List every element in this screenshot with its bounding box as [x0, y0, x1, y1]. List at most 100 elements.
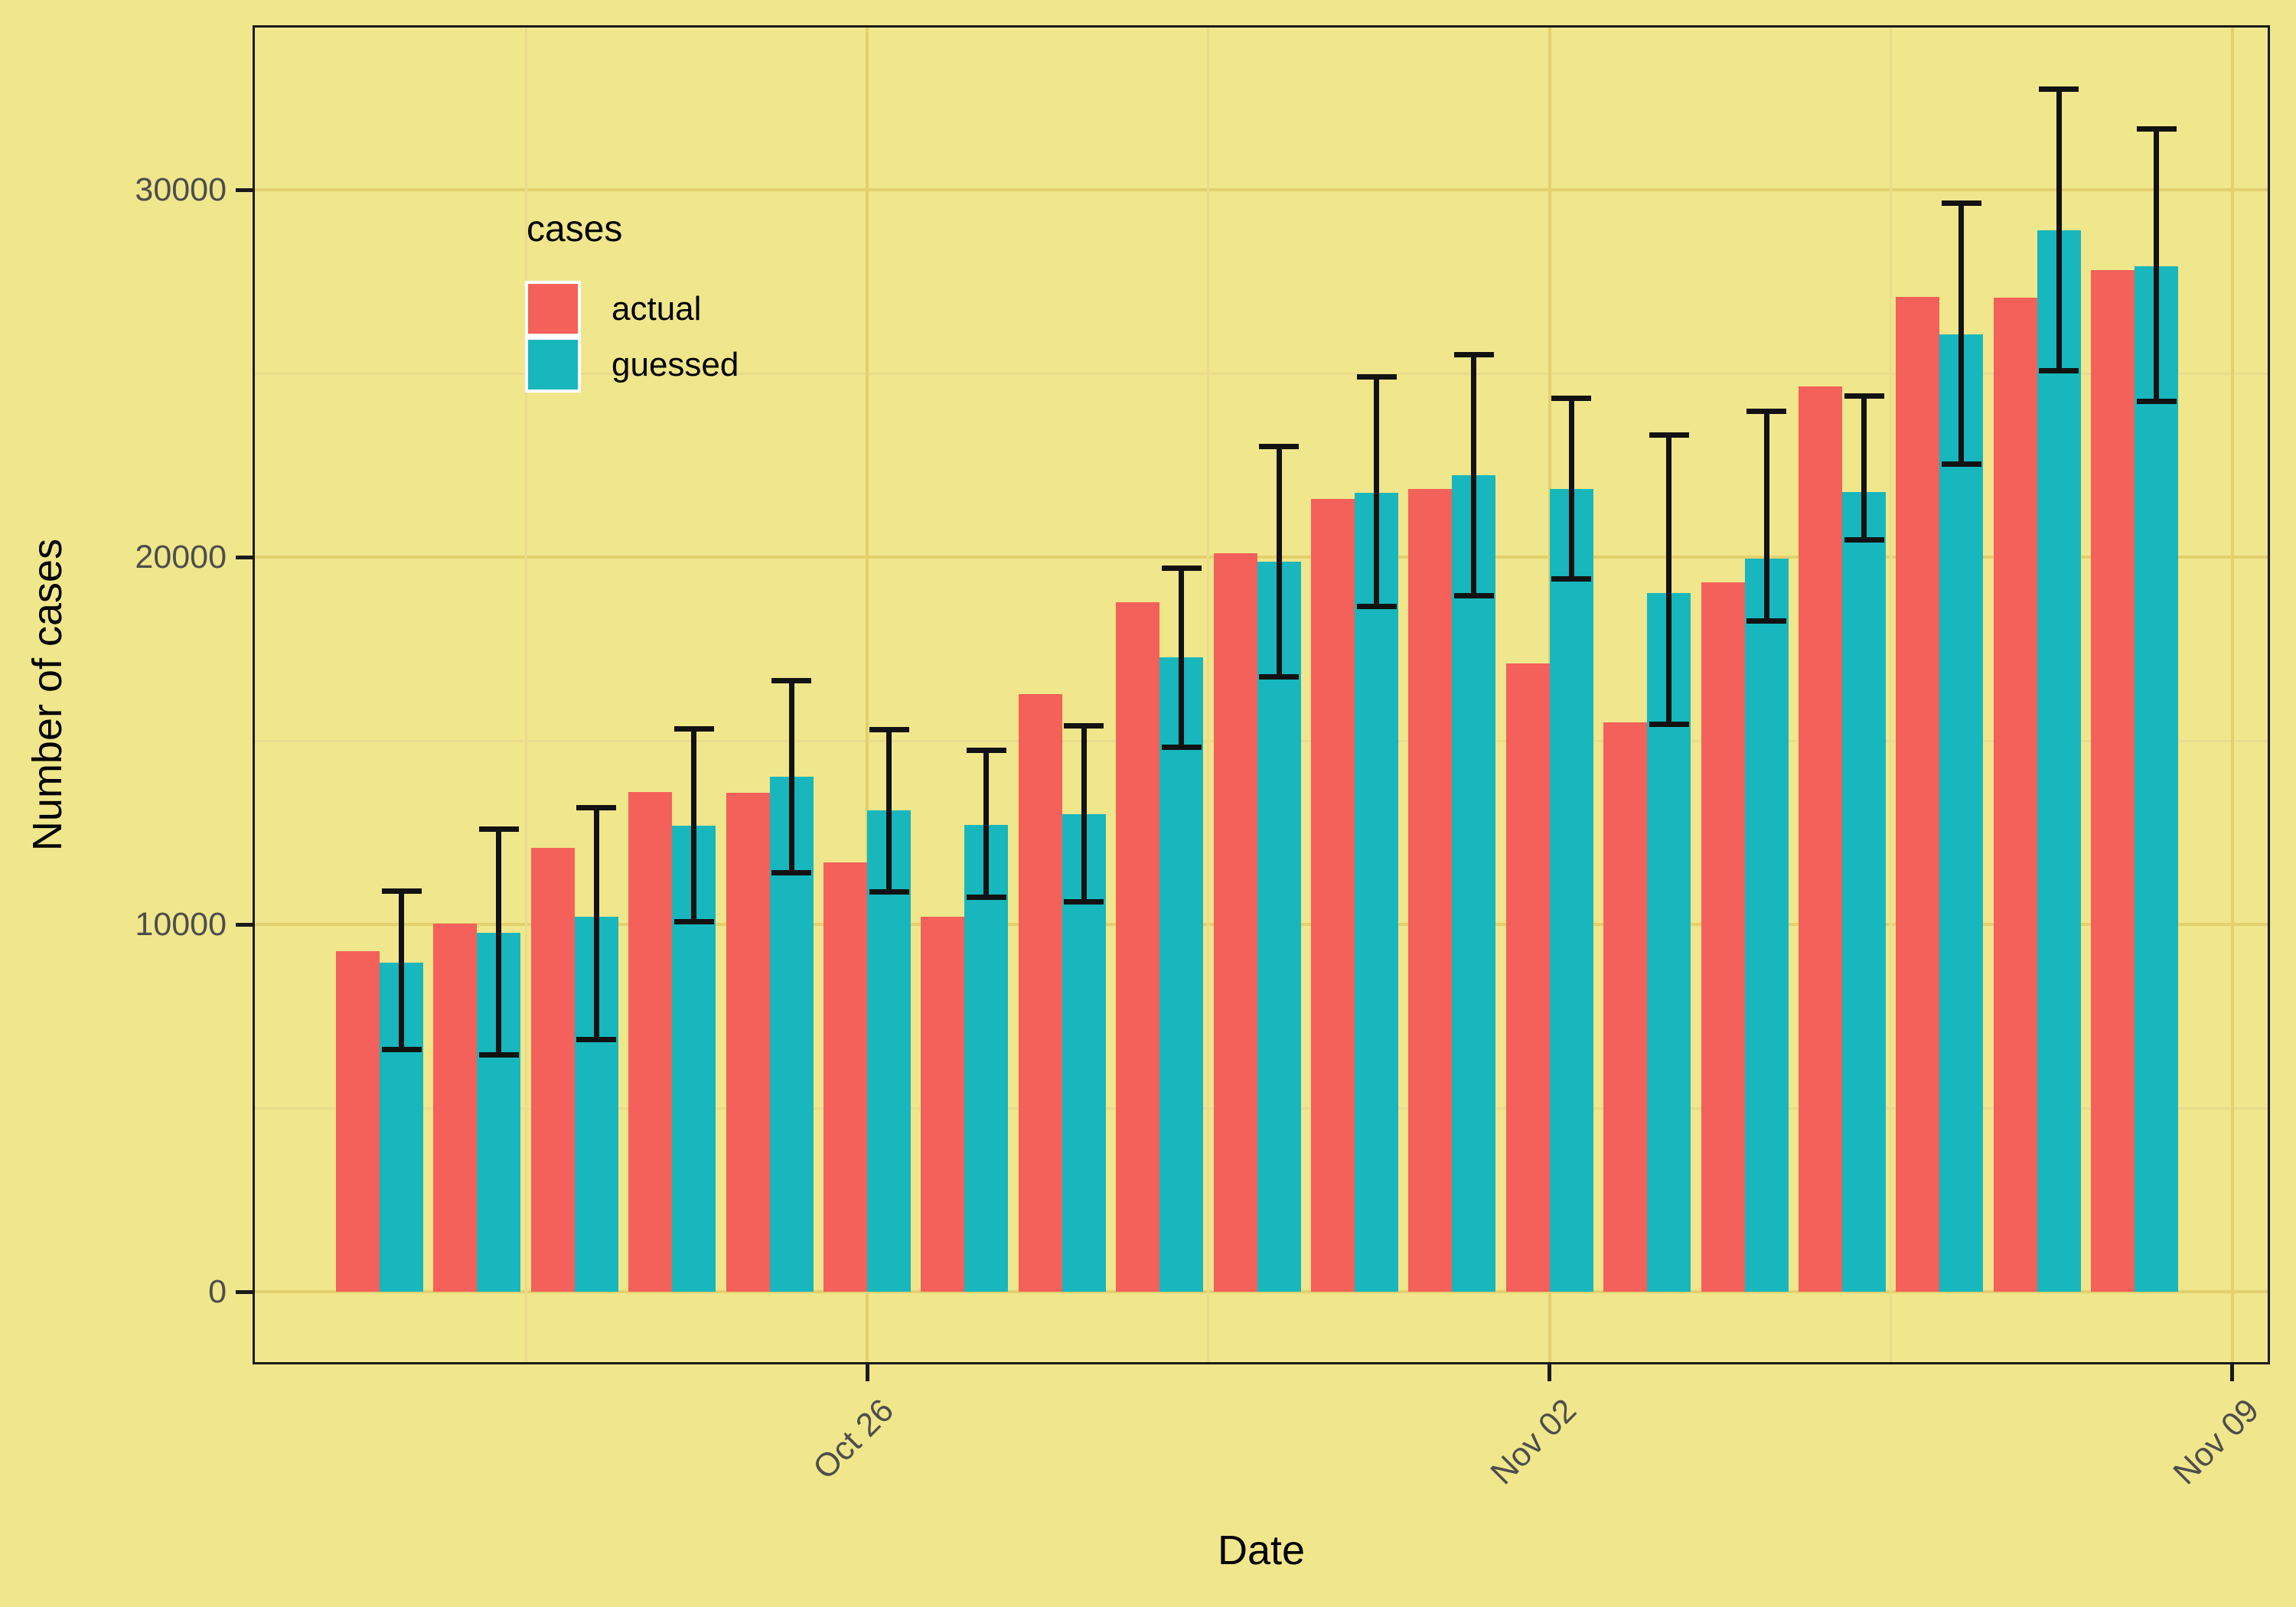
errorbar-cap-top-Oct 21 — [381, 888, 422, 895]
errorbar-line-Oct 23 — [593, 807, 599, 1040]
errorbar-cap-bottom-Oct 26 — [869, 888, 909, 895]
errorbar-cap-bottom-Nov 08 — [2136, 398, 2177, 404]
errorbar-cap-top-Nov 02 — [1551, 395, 1592, 401]
bar-actual-Oct 23 — [530, 848, 575, 1292]
errorbar-cap-bottom-Nov 05 — [1844, 537, 1884, 543]
legend: cases actual guessed — [525, 208, 739, 393]
errorbar-cap-bottom-Oct 23 — [576, 1037, 617, 1043]
errorbar-line-Nov 01 — [1471, 354, 1477, 596]
bar-actual-Oct 26 — [823, 862, 867, 1292]
errorbar-cap-bottom-Oct 30 — [1259, 674, 1300, 680]
legend-label-actual: actual — [612, 289, 702, 328]
legend-label-guessed: guessed — [612, 345, 739, 383]
legend-item-actual: actual — [525, 281, 739, 337]
x-tick-label: Nov 09 — [2166, 1392, 2266, 1492]
bar-guessed-Nov 05 — [1842, 492, 1886, 1292]
bar-guessed-Nov 08 — [2135, 266, 2179, 1292]
bar-guessed-Nov 07 — [2037, 230, 2081, 1292]
errorbar-cap-bottom-Nov 01 — [1453, 592, 1494, 598]
errorbar-cap-top-Oct 28 — [1064, 722, 1104, 729]
y-tick — [236, 922, 253, 927]
bar-guessed-Nov 02 — [1549, 489, 1593, 1292]
errorbar-cap-bottom-Oct 22 — [478, 1052, 519, 1058]
y-tick-label: 30000 — [135, 171, 227, 208]
bar-guessed-Oct 31 — [1355, 493, 1398, 1292]
gridline-x-minor — [1890, 25, 1893, 1364]
gridline-y-minor — [253, 372, 2270, 375]
legend-swatch-actual — [525, 281, 581, 337]
errorbar-cap-top-Nov 01 — [1453, 351, 1494, 357]
errorbar-cap-bottom-Oct 27 — [966, 894, 1006, 900]
errorbar-cap-top-Oct 30 — [1259, 443, 1300, 449]
errorbar-cap-top-Oct 26 — [869, 727, 909, 733]
bar-actual-Nov 07 — [1993, 298, 2037, 1292]
bar-actual-Nov 02 — [1505, 663, 1550, 1292]
errorbar-cap-top-Oct 24 — [673, 725, 714, 732]
bar-actual-Oct 31 — [1311, 499, 1355, 1292]
errorbar-cap-top-Nov 04 — [1746, 409, 1787, 415]
errorbar-line-Oct 21 — [399, 891, 404, 1050]
gridline-y-major — [253, 556, 2270, 559]
x-tick-label: Oct 26 — [806, 1392, 901, 1487]
errorbar-cap-bottom-Oct 21 — [381, 1046, 422, 1052]
bar-actual-Oct 24 — [628, 792, 673, 1292]
errorbar-line-Nov 02 — [1568, 398, 1574, 579]
legend-item-guessed: guessed — [525, 337, 739, 393]
y-tick — [236, 555, 253, 559]
bar-actual-Nov 01 — [1408, 489, 1453, 1292]
errorbar-cap-top-Oct 23 — [576, 805, 617, 811]
bar-actual-Oct 29 — [1116, 602, 1160, 1292]
errorbar-cap-bottom-Nov 02 — [1551, 576, 1592, 582]
gridline-y-major — [253, 188, 2270, 191]
y-axis-title: Number of cases — [24, 538, 70, 852]
errorbar-cap-bottom-Oct 29 — [1161, 744, 1202, 750]
errorbar-line-Oct 24 — [691, 729, 697, 922]
legend-swatch-guessed — [525, 337, 581, 393]
bar-guessed-Nov 04 — [1744, 558, 1789, 1292]
bar-actual-Oct 28 — [1018, 694, 1062, 1292]
errorbar-cap-top-Nov 03 — [1649, 432, 1689, 438]
errorbar-cap-top-Oct 22 — [478, 826, 519, 832]
errorbar-cap-top-Oct 29 — [1161, 565, 1202, 571]
gridline-x-major — [2230, 25, 2234, 1364]
x-tick — [865, 1364, 869, 1381]
errorbar-cap-top-Oct 31 — [1356, 374, 1397, 380]
x-tick-label: Nov 02 — [1483, 1392, 1583, 1492]
bar-actual-Nov 04 — [1701, 582, 1745, 1292]
errorbar-line-Nov 06 — [1958, 203, 1965, 464]
x-tick — [2230, 1364, 2235, 1381]
bar-actual-Oct 25 — [726, 793, 770, 1292]
errorbar-cap-bottom-Nov 04 — [1746, 618, 1787, 624]
errorbar-line-Nov 05 — [1861, 396, 1867, 540]
errorbar-line-Oct 31 — [1374, 376, 1379, 607]
legend-title: cases — [527, 209, 623, 249]
gridline-x-minor — [1207, 25, 1210, 1364]
bar-guessed-Oct 30 — [1257, 562, 1301, 1292]
x-tick — [1548, 1364, 1552, 1381]
errorbar-line-Nov 03 — [1666, 435, 1672, 725]
errorbar-cap-bottom-Nov 03 — [1649, 722, 1689, 728]
bar-guessed-Nov 06 — [1939, 334, 1984, 1292]
bar-actual-Nov 08 — [2091, 270, 2135, 1292]
y-tick-label: 10000 — [135, 906, 227, 943]
errorbar-cap-bottom-Oct 28 — [1064, 898, 1104, 905]
bar-actual-Nov 03 — [1603, 722, 1648, 1292]
bar-guessed-Oct 29 — [1159, 657, 1204, 1292]
bar-actual-Nov 06 — [1896, 296, 1940, 1292]
y-tick-label: 0 — [208, 1273, 227, 1310]
errorbar-line-Oct 22 — [496, 829, 502, 1055]
x-axis-title: Date — [1217, 1527, 1306, 1573]
errorbar-line-Oct 30 — [1276, 446, 1282, 677]
errorbar-line-Nov 07 — [2056, 89, 2062, 371]
errorbar-cap-bottom-Nov 07 — [2039, 367, 2079, 373]
errorbar-cap-bottom-Oct 24 — [673, 918, 714, 924]
y-tick — [236, 187, 253, 192]
gridline-x-minor — [524, 25, 527, 1364]
errorbar-cap-bottom-Nov 06 — [1941, 461, 1981, 467]
errorbar-cap-top-Nov 07 — [2039, 86, 2079, 92]
errorbar-line-Nov 04 — [1763, 411, 1769, 621]
errorbar-cap-bottom-Oct 25 — [771, 870, 812, 876]
bar-actual-Oct 27 — [921, 917, 965, 1292]
bar-guessed-Nov 01 — [1452, 474, 1496, 1292]
errorbar-line-Oct 26 — [886, 729, 892, 892]
